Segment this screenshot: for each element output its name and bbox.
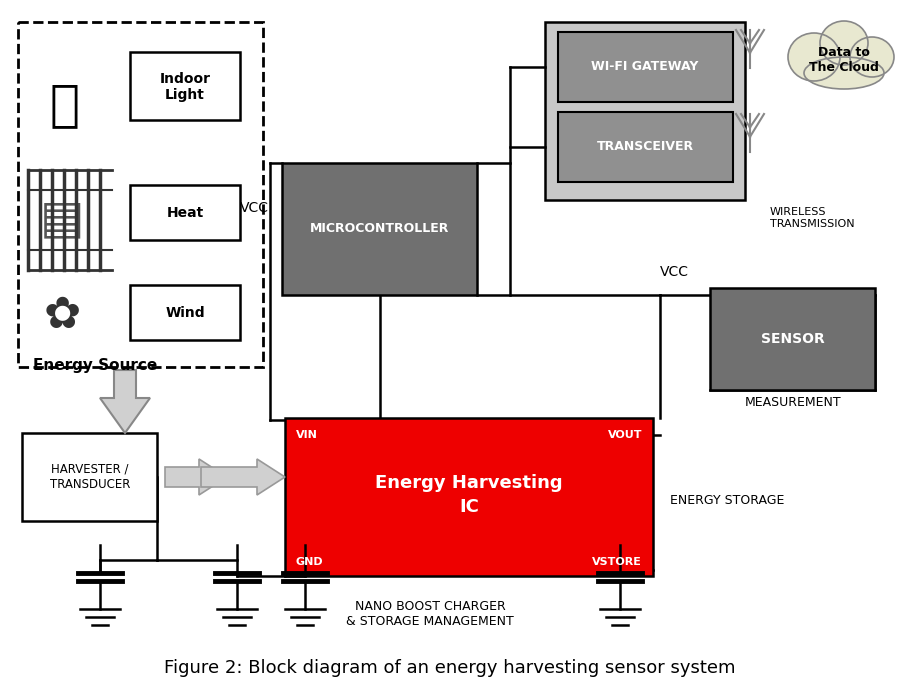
Bar <box>18 22 263 367</box>
Text: ▤: ▤ <box>40 197 85 242</box>
Text: HARVESTER /
TRANSDUCER: HARVESTER / TRANSDUCER <box>50 463 130 491</box>
Text: SENSOR: SENSOR <box>761 332 825 346</box>
Ellipse shape <box>804 57 884 89</box>
Ellipse shape <box>850 37 894 77</box>
Bar <box>130 285 240 340</box>
Text: Energy Source: Energy Source <box>33 358 158 373</box>
Text: Data to
The Cloud: Data to The Cloud <box>809 46 879 74</box>
Text: ✿: ✿ <box>43 293 81 337</box>
Bar <box>558 32 733 102</box>
Text: 💡: 💡 <box>50 81 80 129</box>
Bar <box>545 22 745 200</box>
Text: VCC: VCC <box>660 265 689 279</box>
Text: GND: GND <box>296 557 324 567</box>
Text: Indoor
Light: Indoor Light <box>159 72 211 102</box>
Text: IC: IC <box>459 498 479 516</box>
Text: MICROCONTROLLER: MICROCONTROLLER <box>310 223 450 235</box>
Ellipse shape <box>788 33 840 81</box>
Text: VOUT: VOUT <box>608 430 642 440</box>
Text: WIRELESS
TRANSMISSION: WIRELESS TRANSMISSION <box>770 207 855 229</box>
Bar <box>22 433 157 521</box>
Text: Figure 2: Block diagram of an energy harvesting sensor system: Figure 2: Block diagram of an energy har… <box>164 659 736 677</box>
Polygon shape <box>100 370 150 433</box>
Text: NANO BOOST CHARGER
& STORAGE MANAGEMENT: NANO BOOST CHARGER & STORAGE MANAGEMENT <box>346 600 514 628</box>
Bar <box>558 112 733 182</box>
Text: VCC: VCC <box>240 201 269 215</box>
Bar <box>130 52 240 120</box>
Text: Energy Harvesting: Energy Harvesting <box>375 474 562 492</box>
Polygon shape <box>165 459 227 495</box>
Bar <box>710 288 875 390</box>
Text: WI-FI GATEWAY: WI-FI GATEWAY <box>591 60 698 74</box>
Bar <box>285 418 653 576</box>
Text: Heat: Heat <box>166 206 203 220</box>
Polygon shape <box>201 459 285 495</box>
Text: VSTORE: VSTORE <box>592 557 642 567</box>
Text: ENERGY STORAGE: ENERGY STORAGE <box>670 494 785 507</box>
Text: VIN: VIN <box>296 430 318 440</box>
Text: MEASUREMENT: MEASUREMENT <box>744 395 842 409</box>
Ellipse shape <box>820 21 868 65</box>
Bar <box>282 163 477 295</box>
Bar <box>130 185 240 240</box>
Text: Wind: Wind <box>166 306 205 320</box>
Text: TRANSCEIVER: TRANSCEIVER <box>597 141 694 153</box>
